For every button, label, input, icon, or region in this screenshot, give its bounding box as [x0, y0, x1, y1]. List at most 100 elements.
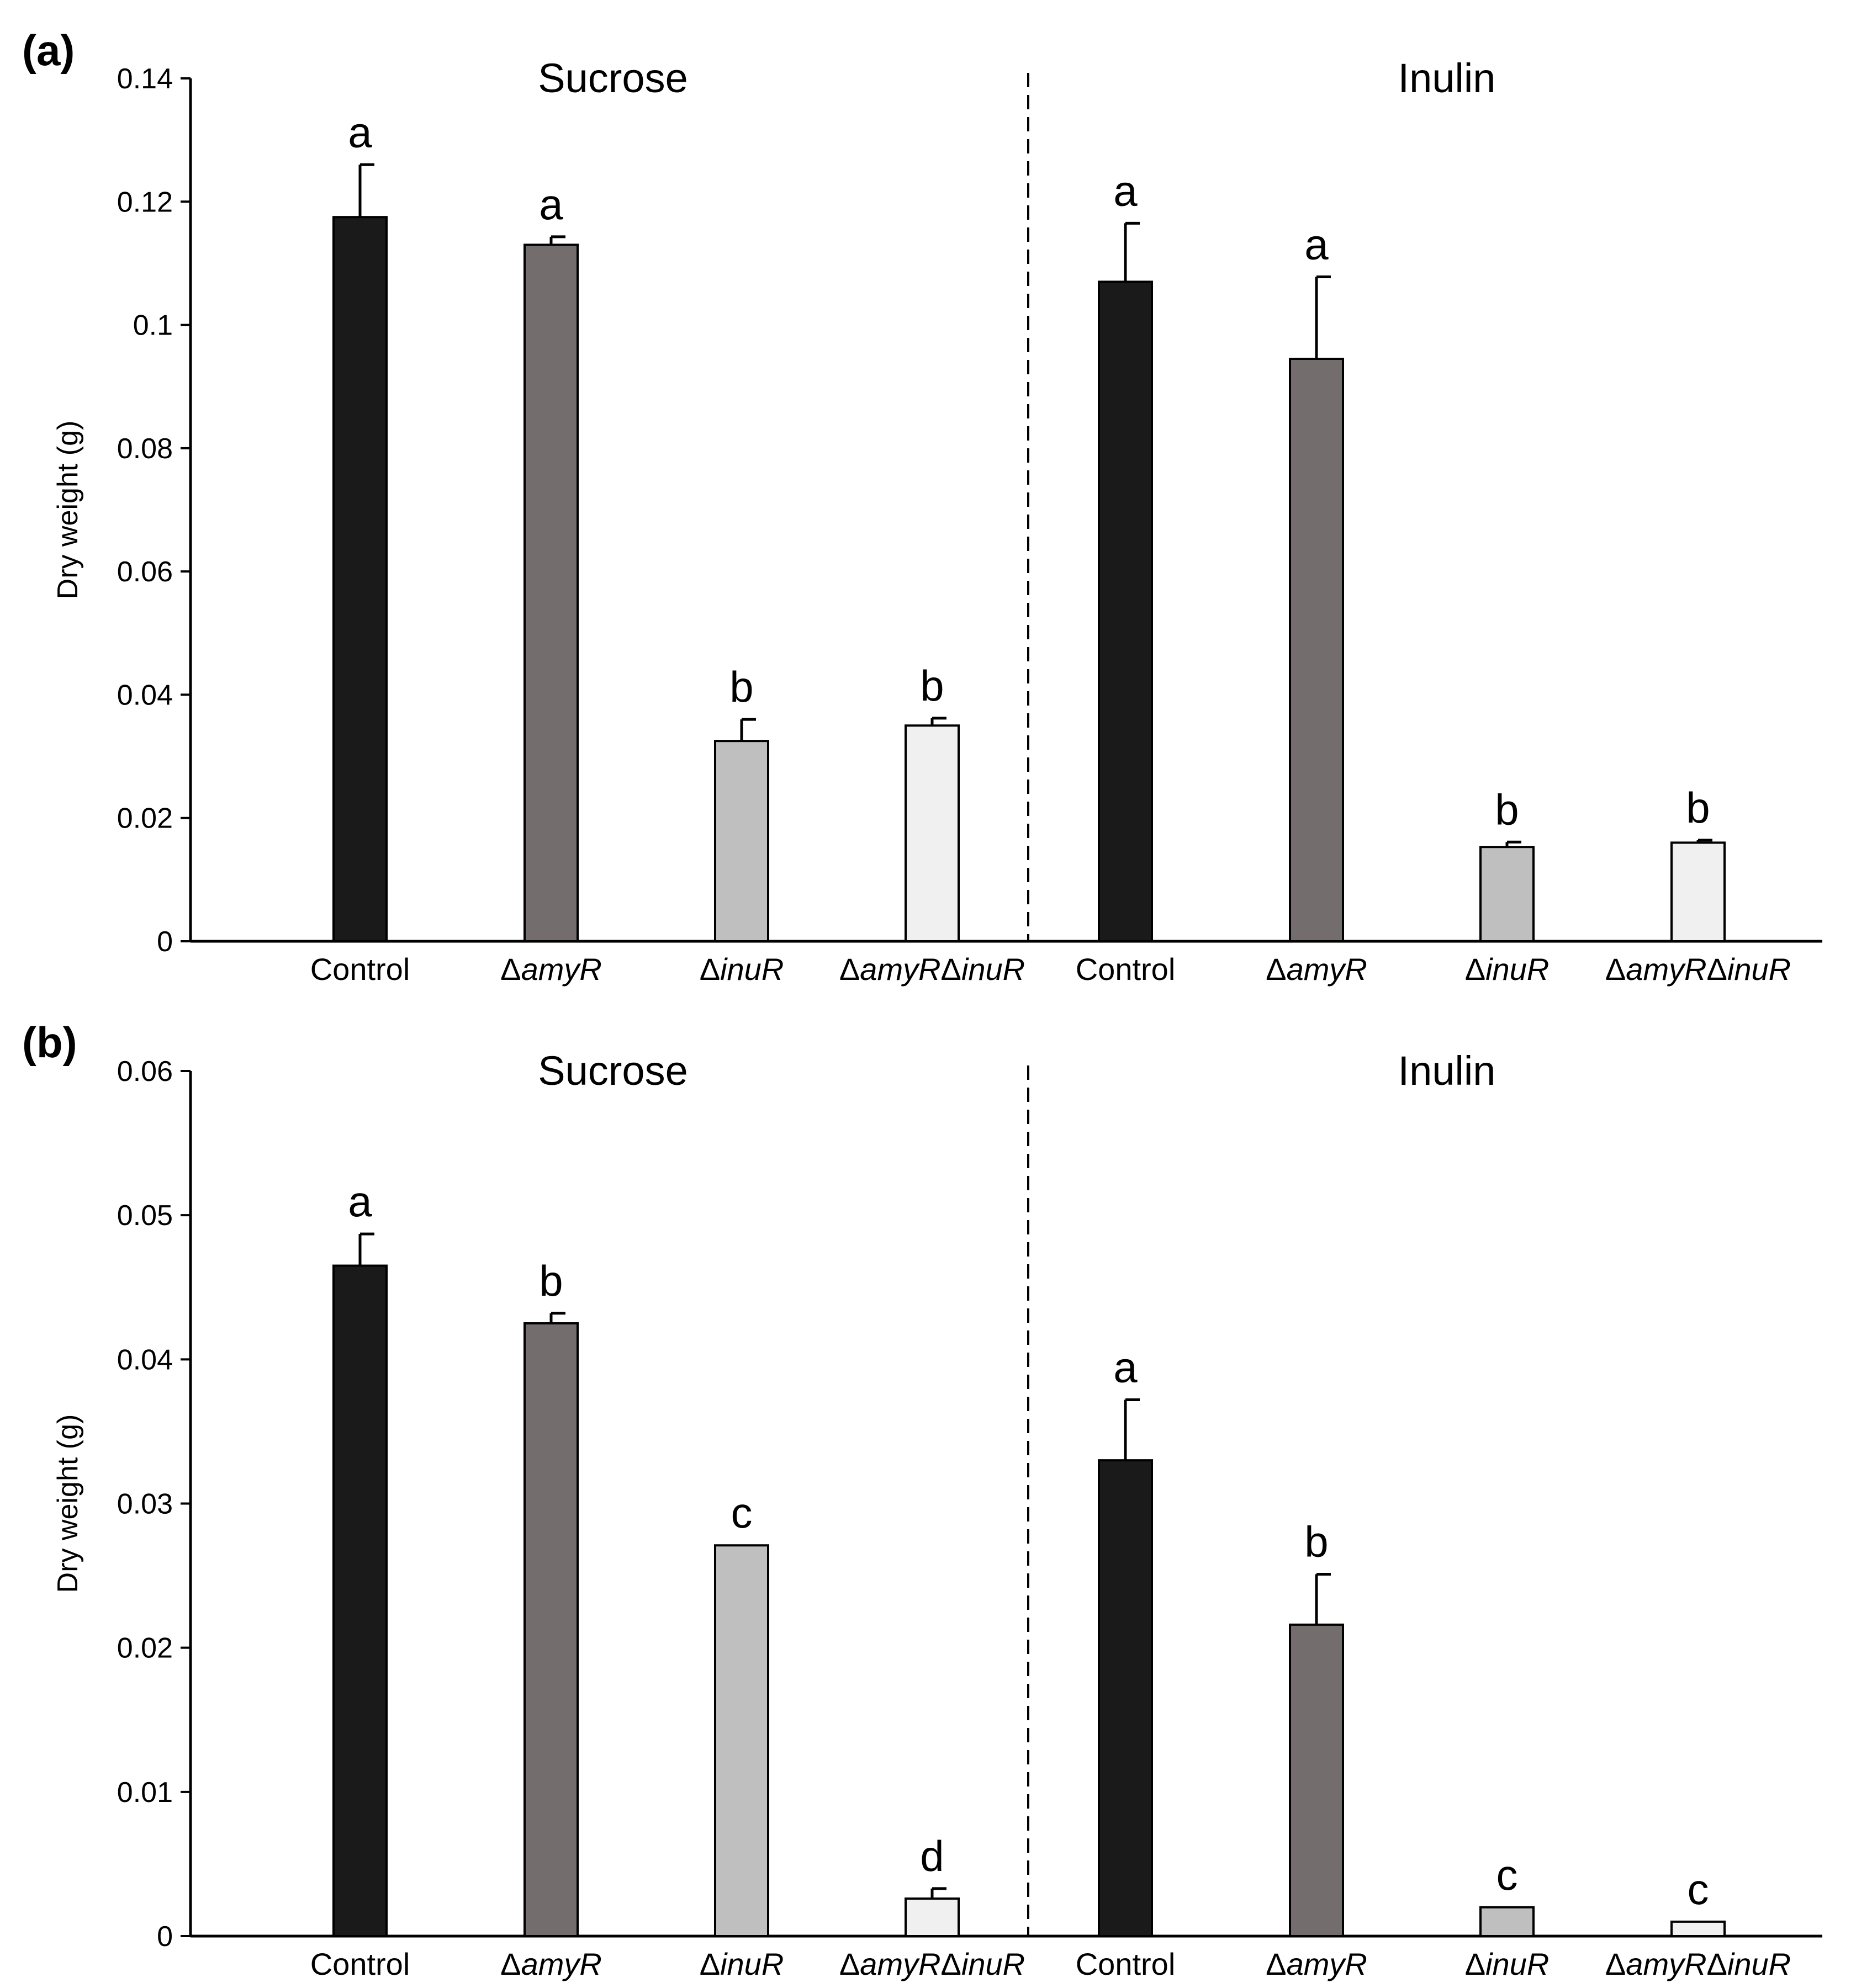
category-label: Control: [1076, 952, 1176, 987]
category-label: ΔamyR: [1266, 952, 1367, 987]
significance-letter: c: [1496, 1851, 1518, 1899]
category-label-prefix: Δ: [500, 1947, 521, 1981]
y-tick-label: 0.04: [117, 1344, 173, 1376]
y-tick-label: 0.03: [117, 1488, 173, 1520]
bar: [1479, 846, 1535, 942]
bar: [1670, 841, 1726, 943]
category-label-delta: Δ: [941, 1947, 961, 1981]
category-label: ΔamyR: [1266, 1947, 1367, 1981]
significance-letter: b: [729, 662, 753, 711]
bar: [332, 1264, 388, 1937]
category-label-prefix: Control: [310, 1947, 410, 1981]
y-axis-label: Dry weight (g): [52, 421, 84, 600]
bar: [714, 1544, 769, 1937]
y-axis-label: Dry weight (g): [52, 1414, 84, 1593]
category-label: ΔamyRΔinuR: [1605, 952, 1791, 987]
category-label-prefix: Δ: [1605, 1947, 1626, 1981]
category-label: ΔinuR: [700, 952, 784, 987]
category-label-gene: amyR: [860, 1947, 940, 1981]
category-label-gene: inuR: [1485, 952, 1549, 987]
bar: [1670, 1920, 1726, 1937]
y-tick-label: 0.08: [117, 433, 173, 465]
panel-b: (b) 0 0.01 0.02 0.03 0.04 0.05 0.06 Dry weight (…: [22, 1018, 1822, 1981]
significance-letter: c: [1688, 1865, 1709, 1913]
category-label-gene: amyR: [1287, 1947, 1367, 1981]
y-tick-label: 0.04: [117, 679, 173, 711]
bar: [1098, 280, 1153, 943]
y-tick-label: 0.1: [133, 310, 173, 342]
category-label-prefix: Δ: [839, 952, 860, 987]
significance-letter: b: [1304, 1517, 1328, 1566]
y-tick-label: 0.14: [117, 63, 173, 95]
bar: [332, 216, 388, 943]
category-label: ΔamyR: [500, 952, 602, 987]
bar: [523, 243, 579, 943]
bar: [523, 1322, 579, 1938]
group-title: Sucrose: [538, 1048, 688, 1094]
significance-letter: a: [348, 1177, 372, 1226]
bar: [1098, 1459, 1153, 1937]
significance-letter: b: [1686, 783, 1710, 832]
category-label-gene: amyR: [860, 952, 940, 987]
category-label-prefix: Δ: [1465, 952, 1485, 987]
y-tick-label: 0.02: [117, 803, 173, 835]
category-label: ΔamyR: [500, 1947, 602, 1981]
category-label: Control: [1076, 1947, 1176, 1981]
category-label: ΔamyRΔinuR: [839, 1947, 1025, 1981]
significance-letter: a: [1113, 166, 1138, 215]
y-tick-label: 0.06: [117, 1056, 173, 1088]
category-label-gene: inuR: [720, 1947, 784, 1981]
significance-letter: c: [731, 1488, 753, 1537]
category-label: ΔamyRΔinuR: [839, 952, 1025, 987]
category-label-gene: inuR: [1727, 1947, 1791, 1981]
y-tick-label: 0.01: [117, 1777, 173, 1809]
bar: [905, 724, 960, 942]
significance-letter: a: [348, 108, 372, 156]
panel-label: (b): [22, 1018, 77, 1067]
category-label-prefix: Control: [1076, 952, 1176, 987]
category-label-gene: inuR: [961, 1947, 1025, 1981]
significance-letter: a: [1113, 1343, 1138, 1391]
category-label-prefix: Δ: [500, 952, 521, 987]
bar: [714, 740, 769, 943]
panel-a: (a) 0 0.02 0.04 0.06 0.08 0.1 0.12 0.14 Dry weigh…: [22, 26, 1822, 987]
category-label-prefix: Control: [310, 952, 410, 987]
category-label-prefix: Δ: [700, 952, 720, 987]
y-tick-label: 0.06: [117, 556, 173, 588]
category-label: ΔamyRΔinuR: [1605, 1947, 1791, 1981]
bar: [1289, 1623, 1344, 1937]
category-label: Control: [310, 1947, 410, 1981]
panel-label: (a): [22, 26, 75, 75]
category-label-prefix: Control: [1076, 1947, 1176, 1981]
bar: [1479, 1906, 1535, 1937]
y-tick-label: 0.12: [117, 186, 173, 218]
category-label: ΔinuR: [1465, 952, 1550, 987]
y-tick-label: 0.02: [117, 1632, 173, 1664]
category-label: Control: [310, 952, 410, 987]
category-label-prefix: Δ: [1605, 952, 1626, 987]
category-label-gene: amyR: [1626, 952, 1706, 987]
category-label-prefix: Δ: [1266, 1947, 1286, 1981]
category-label-prefix: Δ: [1465, 1947, 1485, 1981]
category-label-gene: amyR: [1626, 1947, 1706, 1981]
category-label-gene: amyR: [1287, 952, 1367, 987]
significance-letter: b: [539, 1257, 563, 1305]
bar: [905, 1897, 960, 1938]
y-tick-label: 0.05: [117, 1200, 173, 1232]
category-label: ΔinuR: [1465, 1947, 1550, 1981]
category-label-gene: amyR: [521, 1947, 602, 1981]
significance-letter: b: [920, 661, 944, 710]
category-label-prefix: Δ: [839, 1947, 860, 1981]
group-title: Inulin: [1398, 55, 1496, 101]
significance-letter: a: [539, 180, 563, 229]
category-label-delta: Δ: [1707, 1947, 1727, 1981]
category-label-prefix: Δ: [700, 1947, 720, 1981]
significance-letter: d: [920, 1832, 944, 1880]
category-label-delta: Δ: [1707, 952, 1727, 987]
category-label-delta: Δ: [941, 952, 961, 987]
significance-letter: b: [1495, 785, 1519, 834]
category-label: ΔinuR: [700, 1947, 784, 1981]
y-tick-label: 0: [157, 926, 173, 958]
y-tick-label: 0: [157, 1921, 173, 1953]
